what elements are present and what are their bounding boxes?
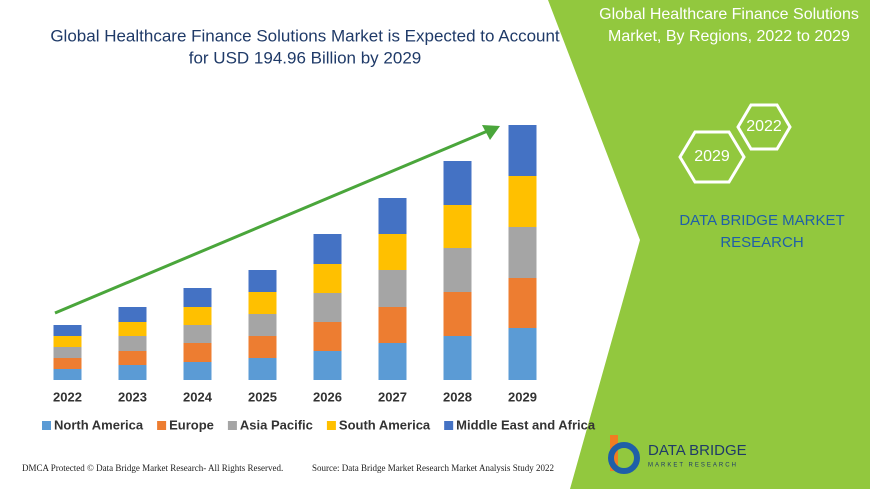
- bar-segment: [118, 351, 147, 365]
- bar-segment: [378, 270, 407, 307]
- hex-label: 2022: [746, 118, 782, 135]
- bar-segment: [183, 307, 212, 325]
- chart-subtitle: for USD 194.96 Billion by 2029: [189, 48, 421, 67]
- bar-segment: [248, 292, 277, 314]
- legend-label: North America: [54, 417, 144, 432]
- x-tick-label: 2028: [443, 389, 472, 404]
- bar-segment: [53, 347, 82, 358]
- x-tick-label: 2025: [248, 389, 277, 404]
- bar-segment: [118, 322, 147, 336]
- bar-segment: [508, 176, 537, 227]
- bar-segment: [248, 336, 277, 358]
- legend-label: South America: [339, 417, 431, 432]
- bar-segment: [118, 307, 147, 322]
- x-tick-label: 2024: [183, 389, 213, 404]
- legend-label: Middle East and Africa: [456, 417, 596, 432]
- bar-segment: [118, 336, 147, 351]
- x-tick-label: 2026: [313, 389, 342, 404]
- legend-label: Europe: [169, 417, 214, 432]
- bar-segment: [53, 336, 82, 347]
- hexagon: [736, 103, 792, 151]
- bar-segment: [508, 227, 537, 278]
- logo: DATA BRIDGE MARKET RESEARCH: [608, 435, 747, 474]
- bar-segment: [248, 358, 277, 380]
- bar-segment: [313, 234, 342, 264]
- bar-segment: [183, 343, 212, 362]
- bar-segment: [313, 322, 342, 351]
- bar-segment: [248, 314, 277, 336]
- bar-segment: [53, 325, 82, 336]
- bar-segment: [313, 264, 342, 293]
- bar-segment: [508, 125, 537, 176]
- panel-title: Global Healthcare Finance Solutions: [599, 6, 859, 23]
- legend-swatch: [227, 421, 237, 430]
- bar-segment: [378, 234, 407, 270]
- footer-right: Source: Data Bridge Market Research Mark…: [312, 463, 554, 473]
- logo-name: DATA BRIDGE: [648, 442, 747, 459]
- trend-arrow: [54, 128, 491, 315]
- x-tick-label: 2022: [53, 389, 82, 404]
- bar-segment: [378, 198, 407, 234]
- hex-label: 2029: [694, 148, 730, 165]
- legend-swatch: [157, 421, 167, 430]
- x-tick-label: 2023: [118, 389, 147, 404]
- hexagon: [678, 130, 746, 184]
- bar-segment: [183, 288, 212, 307]
- x-tick-label: 2029: [508, 389, 537, 404]
- bar-segment: [118, 365, 147, 380]
- side-panel: [548, 0, 870, 489]
- bar-segment: [508, 278, 537, 328]
- logo-tagline: MARKET RESEARCH: [648, 463, 738, 469]
- bar-segment: [183, 362, 212, 380]
- logo-ring: [608, 442, 640, 474]
- bar-segment: [508, 328, 537, 380]
- panel-title: Market, By Regions, 2022 to 2029: [608, 28, 850, 45]
- legend-swatch: [42, 421, 51, 430]
- bar-segment: [378, 307, 407, 343]
- bar-segment: [443, 336, 472, 380]
- bar-segment: [313, 351, 342, 380]
- x-tick-label: 2027: [378, 389, 407, 404]
- legend-label: Asia Pacific: [240, 417, 313, 432]
- footer-left: DMCA Protected © Data Bridge Market Rese…: [22, 463, 283, 473]
- bar-segment: [378, 343, 407, 380]
- bar-segment: [53, 358, 82, 369]
- bar-segment: [443, 205, 472, 248]
- brand-text: DATA BRIDGE MARKET: [679, 212, 844, 229]
- chart-title: Global Healthcare Finance Solutions Mark…: [50, 26, 560, 45]
- legend-swatch: [444, 421, 454, 430]
- trend-arrow-head: [482, 125, 500, 140]
- bar-segment: [443, 292, 472, 336]
- bar-segment: [313, 293, 342, 322]
- bar-segment: [183, 325, 212, 343]
- legend-swatch: [326, 421, 336, 430]
- bar-segment: [443, 248, 472, 292]
- bar-segment: [248, 270, 277, 292]
- brand-text: RESEARCH: [720, 234, 803, 251]
- bar-segment: [53, 369, 82, 380]
- bar-segment: [443, 161, 472, 205]
